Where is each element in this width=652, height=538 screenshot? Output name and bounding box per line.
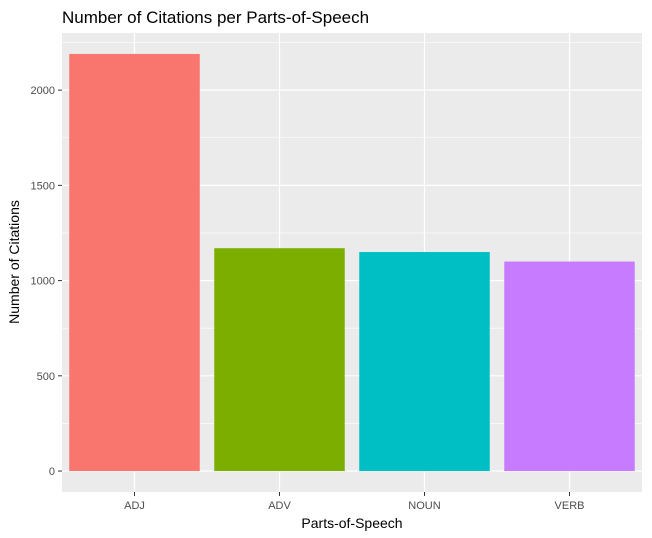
y-tick-label: 2000	[31, 85, 55, 97]
y-tick-label: 0	[49, 466, 55, 478]
chart-title: Number of Citations per Parts-of-Speech	[62, 8, 369, 27]
bar-adv	[214, 248, 345, 472]
y-axis-title: Number of Citations	[6, 200, 22, 324]
y-tick-label: 1500	[31, 180, 55, 192]
x-axis: ADJ ADV NOUN VERB	[124, 492, 584, 512]
bar-verb	[504, 261, 635, 472]
y-tick-label: 500	[37, 371, 55, 383]
x-tick-label: NOUN	[408, 500, 440, 512]
y-axis: 0 500 1000 1500 2000	[31, 85, 62, 478]
y-tick-label: 1000	[31, 276, 55, 288]
x-tick-label: VERB	[555, 500, 585, 512]
bars	[69, 53, 635, 472]
bar-noun	[359, 252, 490, 472]
x-tick-label: ADV	[268, 500, 291, 512]
x-tick-label: ADJ	[124, 500, 145, 512]
x-axis-title: Parts-of-Speech	[301, 515, 402, 531]
bar-adj	[69, 53, 200, 472]
